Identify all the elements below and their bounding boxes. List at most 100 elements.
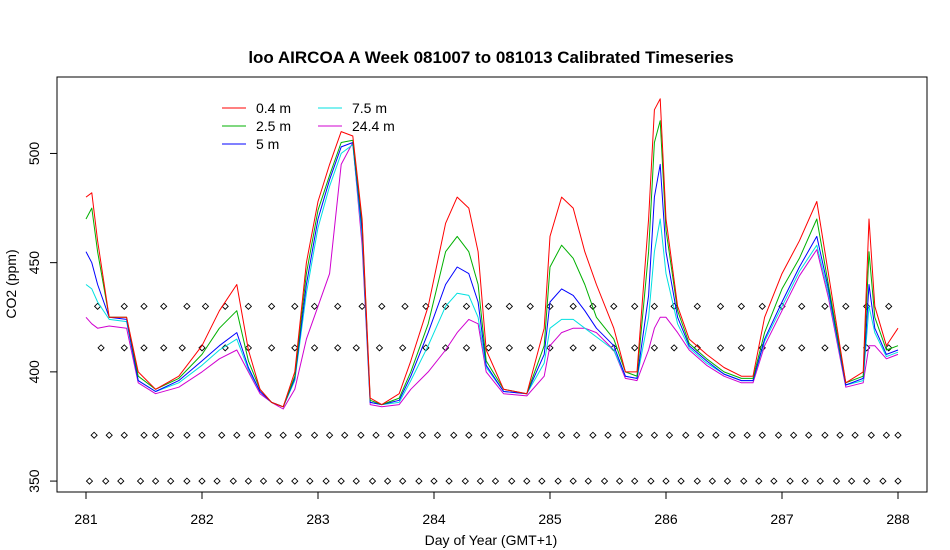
x-axis-label: Day of Year (GMT+1) [425,532,558,548]
marker-point [462,302,471,310]
marker-point [737,302,746,310]
legend-label: 24.4 m [352,118,395,134]
marker-point [682,431,690,439]
y-tick-label: 450 [26,251,42,275]
marker-point [774,431,783,439]
marker-point [879,477,887,485]
marker-point [584,477,592,485]
marker-point [569,344,577,352]
marker-point [693,477,701,485]
marker-point [167,477,175,485]
marker-point [93,302,102,310]
marker-point [480,431,488,439]
marker-point [450,431,458,439]
marker-point [276,477,284,485]
marker-point [117,477,125,485]
marker-point [198,477,206,485]
marker-point [244,477,253,485]
marker-point [221,344,229,352]
marker-point [801,477,809,485]
marker-point [430,477,438,485]
marker-point [821,431,829,439]
plot-frame [56,76,928,493]
marker-point [505,344,514,352]
x-tick-label: 288 [886,511,910,527]
marker-point [798,302,806,310]
marker-point [291,302,299,310]
marker-point [737,344,746,352]
marker-point [334,302,342,310]
marker-point [267,302,276,310]
marker-point [322,477,330,485]
marker-point [511,431,519,439]
marker-point [383,477,392,485]
marker-point [291,477,299,485]
marker-point [832,477,841,485]
marker-point [267,344,276,352]
marker-point [716,344,725,352]
marker-point [569,477,577,485]
x-axis: 281 282 283 284 285 286 287 288 [74,492,910,527]
marker-point [461,477,469,485]
marker-point [403,431,411,439]
marker-point [259,477,268,485]
marker-point [770,477,778,485]
marker-point [244,302,253,310]
marker-point [697,431,705,439]
marker-point [743,431,751,439]
marker-point [542,431,551,439]
marker-point [151,477,160,485]
marker-point [375,344,384,352]
marker-point [462,344,471,352]
x-tick-label: 286 [654,511,678,527]
marker-point [708,477,717,485]
marker-point [418,431,427,439]
marker-point [358,302,366,310]
legend-label: 5 m [256,136,279,152]
marker-point [631,302,639,310]
y-axis: 350 400 450 500 [26,142,57,493]
marker-point [310,302,319,310]
marker-point [798,344,806,352]
marker-point [372,431,380,439]
marker-point [631,344,639,352]
marker-point [894,477,902,485]
marker-point [198,431,206,439]
marker-point [604,431,612,439]
marker-rows [85,302,902,485]
marker-point [178,344,186,352]
marker-point [198,344,206,352]
marker-point [508,477,516,485]
marker-point [229,477,237,485]
x-tick-label: 283 [306,511,330,527]
x-tick-label: 282 [190,511,214,527]
marker-point [105,431,113,439]
marker-point [140,344,148,352]
marker-point [557,431,566,439]
marker-point [728,431,736,439]
marker-point [491,477,500,485]
marker-point [183,431,191,439]
marker-point [526,431,534,439]
marker-point [589,344,597,352]
x-tick-label: 281 [74,511,98,527]
marker-point [378,302,386,310]
series-line [85,142,899,410]
marker-point [693,302,701,310]
series-lines [85,98,899,410]
series-line [85,142,899,408]
marker-point [805,431,813,439]
marker-point [670,344,678,352]
marker-point [778,344,786,352]
marker-point [867,431,875,439]
marker-point [233,431,241,439]
legend-label: 2.5 m [256,118,291,134]
marker-point [422,302,430,310]
marker-point [665,431,674,439]
marker-point [569,302,577,310]
marker-point [786,477,794,485]
marker-point [650,344,659,352]
marker-point [357,431,365,439]
marker-point [821,302,829,310]
